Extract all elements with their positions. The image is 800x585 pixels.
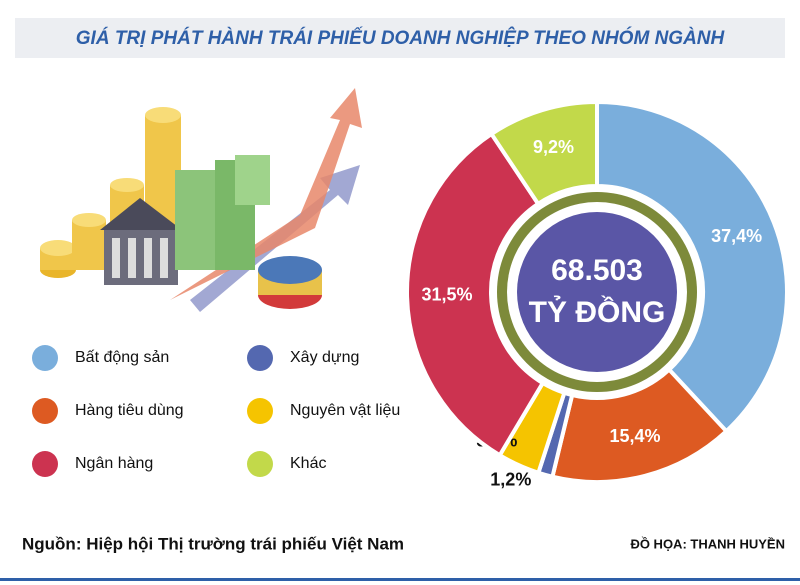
legend-label: Xây dựng bbox=[290, 349, 359, 366]
slice bbox=[405, 131, 546, 458]
legend: Bất động sản Hàng tiêu dùng Xây dựng Nguyên… bbox=[32, 345, 400, 477]
value-label: 9,2% bbox=[533, 137, 574, 157]
legend-swatch bbox=[32, 398, 58, 424]
value-label: 15,4% bbox=[609, 426, 660, 446]
slice bbox=[488, 99, 599, 207]
value-label: 31,5% bbox=[422, 285, 473, 305]
bottom-rule bbox=[0, 578, 800, 581]
center-label: TỶ ĐỒNG bbox=[529, 295, 666, 329]
legend-label: Nguyên vật liệu bbox=[290, 402, 400, 419]
legend-swatch bbox=[247, 451, 273, 477]
legend-swatch bbox=[32, 345, 58, 371]
credit: ĐỒ HỌA: THANH HUYỀN bbox=[630, 536, 785, 551]
illustration bbox=[40, 88, 362, 312]
legend-label: Hàng tiêu dùng bbox=[75, 402, 184, 419]
legend-swatch bbox=[32, 451, 58, 477]
center-disc bbox=[517, 212, 677, 372]
slice bbox=[595, 99, 789, 435]
source: Nguồn: Hiệp hội Thị trường trái phiếu Vi… bbox=[22, 534, 404, 553]
value-label: 1,2% bbox=[490, 469, 531, 489]
legend-swatch bbox=[247, 398, 273, 424]
legend-swatch bbox=[247, 345, 273, 371]
legend-label: Bất động sản bbox=[75, 349, 169, 366]
center-label: 68.503 bbox=[551, 254, 643, 287]
title-band bbox=[15, 18, 785, 58]
chart-title: GIÁ TRỊ PHÁT HÀNH TRÁI PHIẾU DOANH NGHIỆ… bbox=[76, 27, 726, 49]
legend-label: Khác bbox=[290, 455, 326, 472]
legend-label: Ngân hàng bbox=[75, 455, 153, 472]
value-label: 37,4% bbox=[711, 226, 762, 246]
